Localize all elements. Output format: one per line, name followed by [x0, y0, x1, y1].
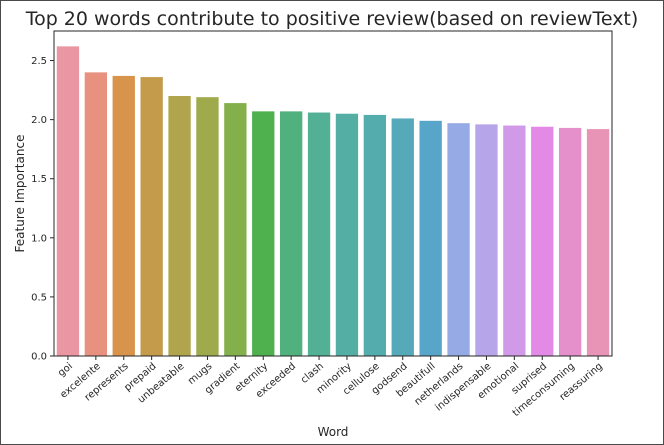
bar-netherlands — [447, 123, 470, 356]
y-tick-label: 0.5 — [31, 292, 47, 303]
bar-eternity — [252, 111, 275, 356]
y-tick-label: 2.0 — [31, 115, 47, 126]
plot-area-frame — [53, 30, 613, 357]
bar-goi — [56, 46, 80, 356]
bar-minority — [335, 113, 359, 357]
x-axis-label: Word — [318, 425, 349, 439]
y-tick-label: 1.0 — [31, 233, 47, 244]
chart-title: Top 20 words contribute to positive revi… — [25, 8, 639, 30]
bar-cellulose — [363, 114, 387, 356]
bar-unbeatable — [168, 96, 191, 356]
bars-group — [56, 46, 610, 357]
y-tick-label: 1.5 — [31, 174, 47, 185]
bar-beautifull — [419, 120, 442, 357]
bar-timeconsuming — [558, 127, 582, 356]
bar-indispensable — [475, 124, 498, 356]
bar-godsend — [391, 118, 414, 356]
bar-gradient — [224, 103, 247, 356]
bar-suprised — [531, 126, 554, 357]
y-axis-ticks: 0.0 0.5 1.0 1.5 2.0 2.5 — [31, 56, 54, 363]
bar-reassuring — [586, 129, 610, 356]
bar-emotional — [503, 125, 526, 356]
bar-represents — [112, 75, 135, 356]
bar-excelente — [84, 72, 108, 356]
bar-prepaid — [140, 77, 163, 356]
bar-clash — [307, 112, 331, 356]
y-axis-label: Feature Importance — [13, 135, 27, 253]
y-tick-label: 0.0 — [31, 352, 47, 363]
bar-mugs — [196, 97, 219, 356]
x-tick-label: goi — [56, 361, 75, 379]
y-tick-label: 2.5 — [31, 56, 47, 67]
bar-exceeded — [279, 111, 303, 356]
